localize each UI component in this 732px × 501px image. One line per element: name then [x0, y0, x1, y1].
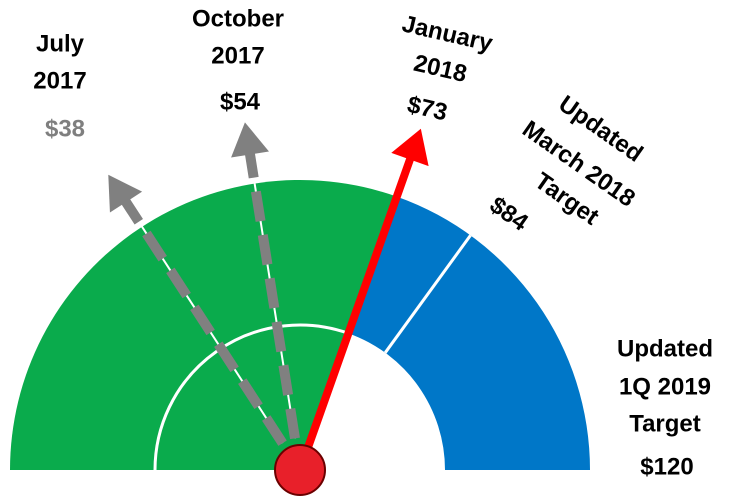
needle-shaft [121, 198, 287, 446]
target-divider [384, 234, 472, 354]
value-label: $54 [220, 88, 261, 115]
needle-hub [274, 444, 326, 496]
marker-label: 2017 [33, 67, 86, 94]
marker-label: 2018 [411, 50, 469, 88]
needle-head [108, 174, 143, 213]
marker-label: Updated [617, 335, 713, 362]
value-label: $38 [45, 115, 85, 142]
marker-label: July [36, 30, 85, 57]
marker-label: 1Q 2019 [619, 373, 711, 400]
needle [296, 128, 429, 472]
needle-shaft [245, 153, 300, 440]
marker-label: Target [629, 410, 701, 437]
target-band [348, 196, 591, 470]
marker-label: January [399, 10, 495, 57]
value-label: $84 [485, 192, 534, 237]
marker-label: 2017 [211, 42, 264, 69]
needle-head [391, 128, 429, 167]
value-label: $120 [640, 453, 693, 480]
needle [108, 174, 287, 446]
needle-head [231, 122, 269, 158]
value-label: $73 [405, 91, 450, 126]
needle [231, 122, 300, 440]
marker-label: October [192, 5, 284, 32]
inner-arc [153, 323, 349, 471]
needle-shaft [296, 157, 414, 472]
